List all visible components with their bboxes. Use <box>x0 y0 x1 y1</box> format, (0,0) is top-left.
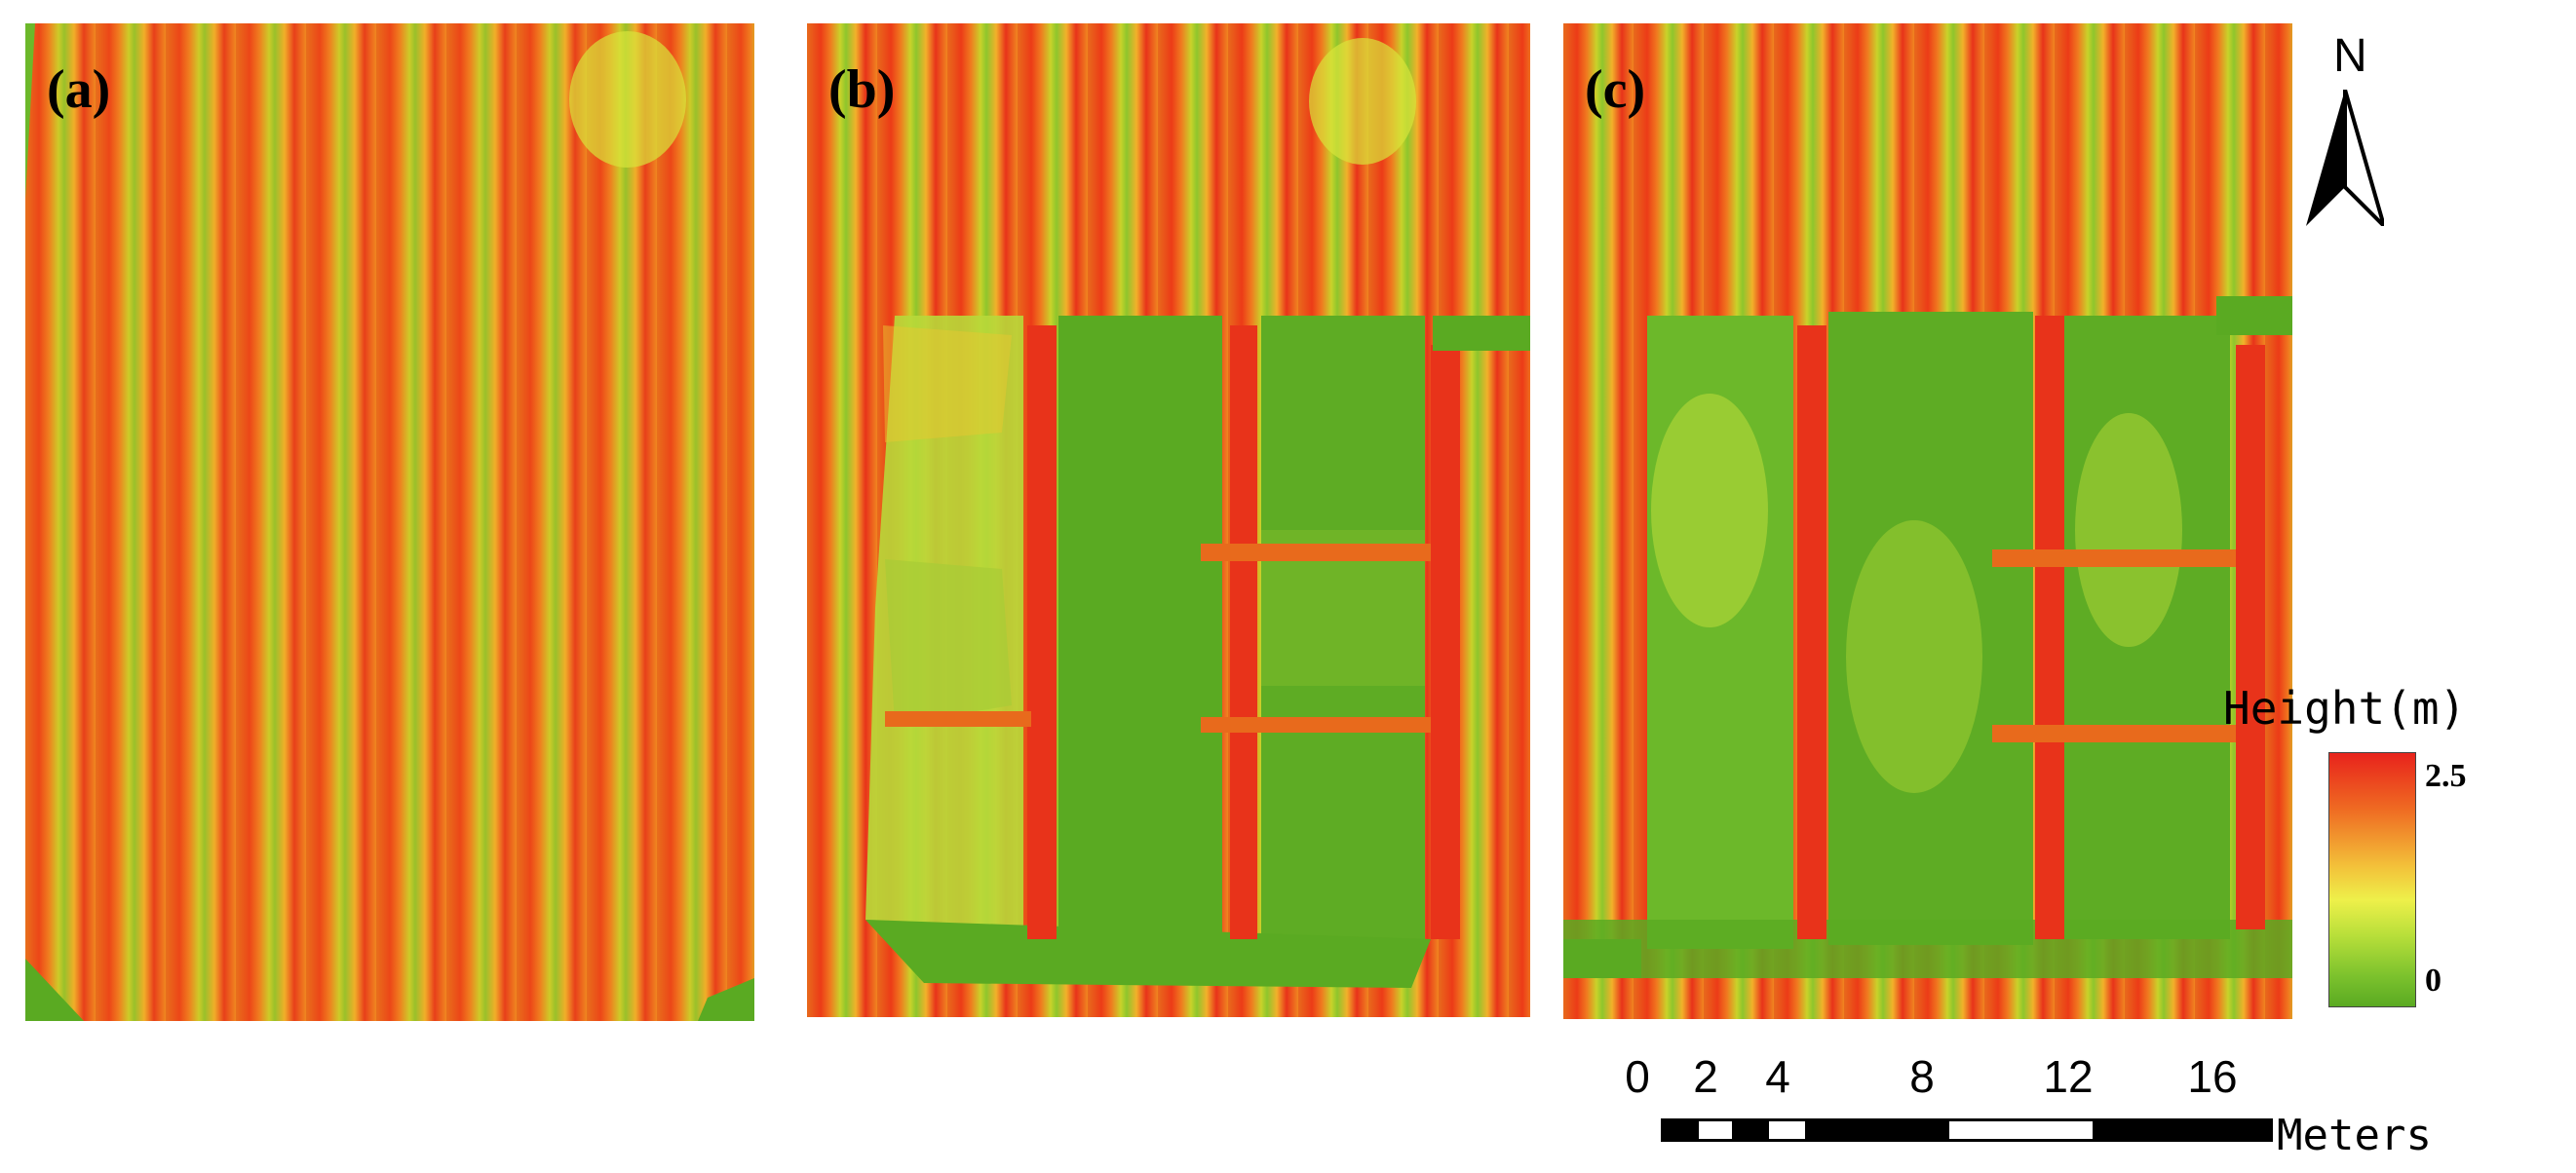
scale-tick-label: 0 <box>1625 1051 1650 1102</box>
scale-tick-label: 8 <box>1909 1051 1935 1102</box>
legend-title: Height(m) <box>2223 682 2467 735</box>
scale-segment <box>2093 1121 2270 1139</box>
legend-min-label: 0 <box>2425 963 2441 999</box>
scale-unit-label: Meters <box>2277 1111 2432 1160</box>
scale-tick-label: 16 <box>2187 1051 2238 1102</box>
panel-a-overlay <box>25 23 754 1021</box>
height-color-ramp <box>2328 752 2416 1007</box>
scale-bar <box>1661 1118 2273 1142</box>
map-panel-c: (c) <box>1563 23 2292 1019</box>
panel-label-b: (b) <box>828 59 896 120</box>
panel-b-overlay <box>865 38 1530 988</box>
scale-segment <box>1805 1121 1949 1139</box>
north-label: N <box>2333 30 2367 82</box>
scale-tick-label: 2 <box>1693 1051 1718 1102</box>
scale-tick-label: 4 <box>1765 1051 1790 1102</box>
scale-segment <box>1732 1121 1769 1139</box>
map-panel-b: (b) <box>807 23 1530 1017</box>
north-arrow-icon <box>2306 90 2384 226</box>
scale-segment <box>1664 1121 1699 1139</box>
panel-label-c: (c) <box>1585 59 1646 120</box>
panel-label-a: (a) <box>47 59 111 120</box>
map-panel-a: (a) <box>25 23 754 1021</box>
panel-c-overlay <box>1563 296 2292 978</box>
legend-max-label: 2.5 <box>2425 758 2467 794</box>
scale-tick-label: 12 <box>2043 1051 2094 1102</box>
